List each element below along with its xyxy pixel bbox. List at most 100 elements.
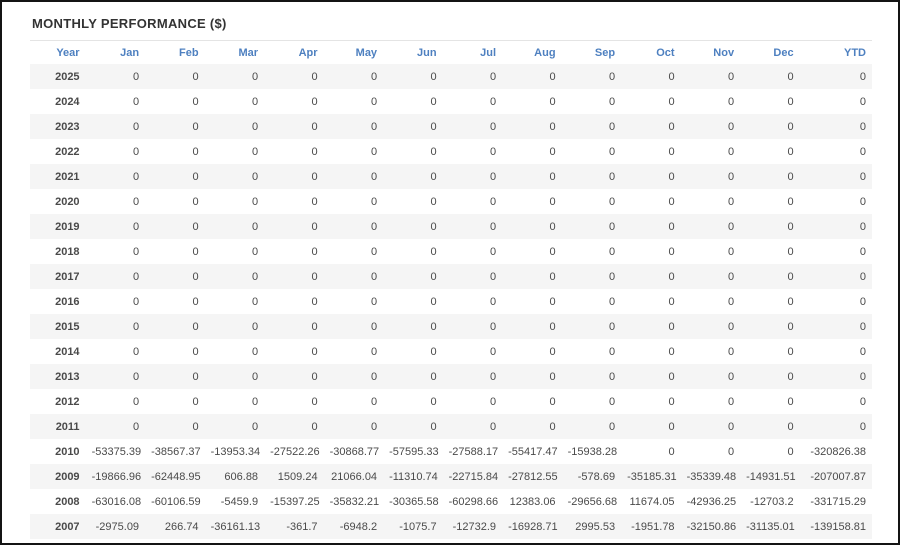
- value-cell: 0: [251, 295, 259, 308]
- value-cell: 0: [859, 145, 866, 158]
- value-cell: 0: [370, 195, 378, 208]
- value-cell: 0: [489, 95, 497, 108]
- value-cell: 0: [311, 245, 318, 258]
- value-cell: 0: [561, 64, 622, 89]
- value-cell: 0: [621, 214, 681, 239]
- value-cell: 0: [621, 414, 681, 439]
- value-cell: 0: [383, 364, 443, 389]
- value-cell: 0: [311, 145, 318, 158]
- table-row: 2019 0 0 0 0 0 0 0 0 0 0 0 0 0: [30, 214, 872, 239]
- value-cell: 0: [264, 114, 324, 139]
- value-cell: 0: [311, 345, 318, 358]
- value-cell: 0: [668, 95, 675, 108]
- value-cell: 0: [489, 145, 497, 158]
- value-cell: -38567.37: [151, 445, 201, 458]
- value-cell: 0: [264, 264, 324, 289]
- value-cell: 0: [502, 214, 562, 239]
- year-cell: 2019: [30, 214, 86, 239]
- value-cell: 0: [430, 345, 437, 358]
- value-cell: 0: [85, 414, 146, 439]
- value-cell: 0: [85, 364, 146, 389]
- table-row: 2013 0 0 0 0 0 0 0 0 0 0 0 0 0: [30, 364, 872, 389]
- value-cell: 0: [264, 214, 324, 239]
- year-cell: 2017: [30, 264, 86, 289]
- monthly-performance-table: Year Jan Feb Mar Apr May Jun Jul Aug Sep Oct Nov Dec…: [30, 41, 872, 539]
- value-cell: 0: [668, 445, 675, 458]
- value-cell: 0: [859, 195, 866, 208]
- value-cell: 0: [489, 195, 497, 208]
- value-cell: 0: [85, 264, 146, 289]
- value-cell: 0: [502, 264, 562, 289]
- value-cell: 0: [727, 245, 735, 258]
- value-cell: -1951.78: [621, 514, 681, 539]
- value-cell: 0: [859, 395, 866, 408]
- year-cell: 2008: [55, 495, 80, 508]
- value-cell: 0: [430, 395, 437, 408]
- value-cell: 0: [680, 64, 741, 89]
- value-cell: 0: [668, 195, 675, 208]
- widget-title: MONTHLY PERFORMANCE ($): [32, 16, 227, 31]
- value-cell: 0: [264, 164, 324, 189]
- value-cell: 21066.04: [323, 464, 384, 489]
- value-cell: 0: [787, 445, 794, 458]
- value-cell: 0: [192, 295, 199, 308]
- year-cell: 2018: [55, 245, 80, 258]
- value-cell: 0: [85, 114, 146, 139]
- value-cell: -53375.39: [91, 445, 142, 458]
- value-cell: 0: [561, 364, 622, 389]
- value-cell: 0: [787, 245, 794, 258]
- value-cell: 0: [204, 314, 265, 339]
- value-cell: 0: [668, 145, 675, 158]
- value-cell: 0: [740, 114, 800, 139]
- value-cell: 0: [145, 214, 205, 239]
- year-cell: 2007: [30, 514, 86, 539]
- value-cell: 11674.05: [629, 495, 675, 508]
- value-cell: 0: [370, 345, 378, 358]
- value-cell: 0: [264, 64, 324, 89]
- value-cell: 0: [740, 264, 800, 289]
- value-cell: -35339.48: [680, 464, 741, 489]
- value-cell: 0: [204, 64, 265, 89]
- column-header-dec: Dec: [773, 46, 794, 59]
- value-cell: -27522.26: [270, 445, 320, 458]
- value-cell: 0: [430, 245, 437, 258]
- value-cell: 0: [608, 145, 616, 158]
- value-cell: 0: [85, 214, 146, 239]
- value-cell: 0: [799, 64, 872, 89]
- table-body: 2025 0 0 0 0 0 0 0 0 0 0 0 0 0 2024 0 0 0 0 0 0 0 0 0 0 0 0 0 2023 0 0…: [30, 64, 872, 539]
- value-cell: 0: [192, 345, 199, 358]
- value-cell: 0: [430, 295, 437, 308]
- table-row: 2017 0 0 0 0 0 0 0 0 0 0 0 0 0: [30, 264, 872, 289]
- value-cell: 0: [442, 314, 503, 339]
- value-cell: -30868.77: [329, 445, 380, 458]
- value-cell: 0: [787, 345, 794, 358]
- value-cell: 0: [192, 195, 199, 208]
- value-cell: 0: [311, 395, 318, 408]
- value-cell: 0: [430, 145, 437, 158]
- value-cell: 0: [727, 195, 735, 208]
- value-cell: 0: [549, 195, 556, 208]
- column-header-sep: Sep: [594, 46, 616, 59]
- value-cell: 0: [323, 264, 384, 289]
- year-cell: 2010: [55, 445, 80, 458]
- value-cell: 0: [608, 245, 616, 258]
- value-cell: 0: [561, 314, 622, 339]
- table-row: 2018 0 0 0 0 0 0 0 0 0 0 0 0 0: [30, 239, 872, 264]
- value-cell: -42936.25: [686, 495, 737, 508]
- value-cell: 0: [727, 395, 735, 408]
- value-cell: 0: [430, 95, 437, 108]
- value-cell: 0: [145, 114, 205, 139]
- value-cell: -62448.95: [145, 464, 205, 489]
- column-header-nov: Nov: [713, 46, 735, 59]
- value-cell: 0: [668, 395, 675, 408]
- value-cell: 0: [740, 314, 800, 339]
- value-cell: -15397.25: [270, 495, 320, 508]
- value-cell: 0: [370, 145, 378, 158]
- value-cell: 0: [608, 395, 616, 408]
- value-cell: 0: [787, 145, 794, 158]
- value-cell: 0: [549, 95, 556, 108]
- value-cell: 0: [323, 214, 384, 239]
- value-cell: 0: [145, 164, 205, 189]
- value-cell: -63016.08: [91, 495, 142, 508]
